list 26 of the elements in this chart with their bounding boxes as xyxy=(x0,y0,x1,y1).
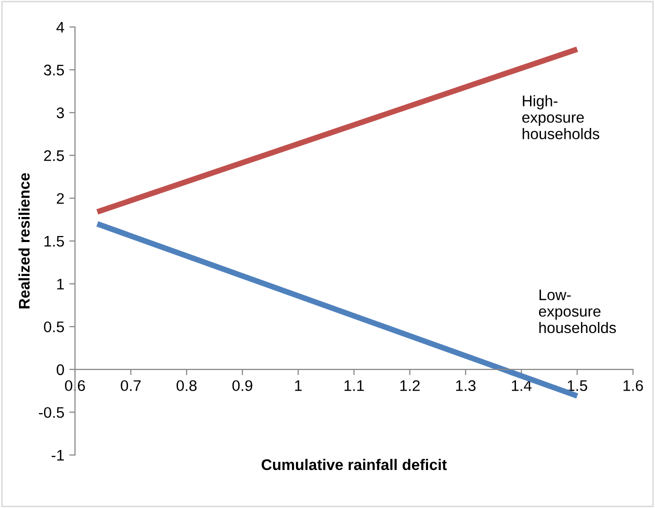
x-tick-label: 0.6 xyxy=(64,380,85,392)
y-tick-label: 0 xyxy=(56,364,64,376)
x-tick-label: 1.4 xyxy=(512,380,532,391)
y-tick-label: -1 xyxy=(52,450,64,461)
x-tick-label: 0.8 xyxy=(176,380,197,392)
y-tick-label: 2.5 xyxy=(44,150,64,162)
x-tick-label: 1.3 xyxy=(456,380,476,392)
x-tick-label: 0.9 xyxy=(232,380,252,392)
y-tick-label: 3 xyxy=(56,107,64,118)
y-tick-label: 1.5 xyxy=(44,236,64,247)
x-tick-label: 1.6 xyxy=(624,380,643,392)
y-tick-label: 2 xyxy=(56,193,64,204)
y-tick-label: 4 xyxy=(56,22,64,33)
y-axis-title: Realized resilience xyxy=(18,173,30,308)
y-tick-label: 1 xyxy=(57,278,64,290)
x-tick-label: 1 xyxy=(295,380,302,391)
x-tick-label: 1.1 xyxy=(344,380,364,391)
y-tick-label: 0.5 xyxy=(44,321,64,332)
y-tick-label: -0.5 xyxy=(38,407,64,418)
x-tick-label: 0.7 xyxy=(120,380,141,392)
x-tick-label: 1.2 xyxy=(400,380,420,391)
y-tick-label: 3.5 xyxy=(44,64,64,76)
x-axis-title: Cumulative rainfall deficit xyxy=(262,458,447,470)
x-tick-label: 1.5 xyxy=(568,380,588,392)
annotation: Low- exposure households xyxy=(538,290,616,334)
annotation: High- exposure households xyxy=(522,95,600,140)
